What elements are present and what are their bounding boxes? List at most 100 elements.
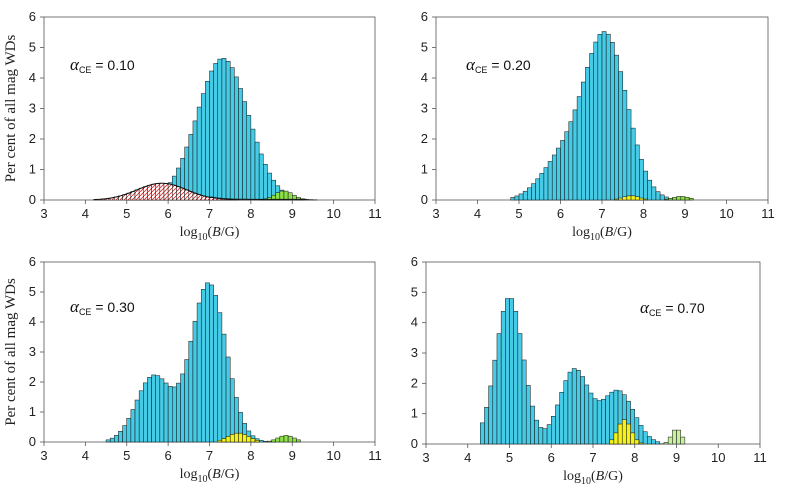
bar-main [201,289,205,442]
bar-main [501,311,505,444]
bar-main [480,423,484,444]
bar-main [118,431,122,442]
bar-main [230,68,234,200]
bar-main [619,72,623,200]
bar-yellow [218,440,222,442]
bar-main [238,88,242,200]
bar-yellow [619,198,623,200]
bar-main [511,197,515,200]
y-tick-label: 0 [421,192,428,207]
bar-main [489,386,493,444]
x-tick-label: 7 [598,206,605,221]
bar-yellow [644,199,648,200]
bar-main [135,400,139,442]
bar-main [536,179,540,200]
bar-yellow [635,440,639,444]
bar-main [222,58,226,200]
bar-main [147,377,151,442]
bar-main [573,110,577,200]
bar-hatched [168,184,172,200]
bar-main [593,399,597,444]
bar-main [523,191,527,200]
bar-main [585,385,589,444]
bar-yellow [238,433,242,442]
bar-yellow [226,437,230,442]
bar-main [160,379,164,442]
bar-yellow [247,437,251,442]
x-axis-label: log10(B/G) [563,469,623,487]
bar-yellow [230,434,234,442]
bar-hatched [172,185,176,200]
x-tick-label: 9 [673,450,680,465]
bar-green [685,197,689,200]
x-tick-label: 7 [589,450,596,465]
bar-main [234,77,238,200]
bar-main [526,385,530,444]
bar-main [164,383,168,442]
bar-yellow [631,196,635,200]
bar-green [284,191,288,200]
y-tick-label: 3 [421,101,428,116]
bar-main [505,299,509,444]
bar-main [556,148,560,200]
bar-main [594,42,598,200]
x-tick-label: 6 [557,206,564,221]
bar-yellow [623,197,627,200]
bar-main [631,128,635,200]
bar-green [689,198,693,200]
bar-green [284,435,288,442]
bar-main [635,145,639,200]
bar-main [643,432,647,444]
y-tick-label: 5 [29,40,36,55]
y-tick-label: 3 [29,344,36,359]
bar-hatched [152,184,156,200]
y-tick-label: 6 [411,254,418,269]
x-tick-label: 10 [326,206,340,221]
bar-green [664,199,668,200]
bar-main [610,392,614,444]
bar-main [243,102,247,200]
x-tick-label: 4 [82,206,89,221]
bar-main [651,440,655,444]
bar-main [552,155,556,200]
bar-green [296,440,300,442]
bar-hatched [210,198,214,200]
bar-main [639,425,643,444]
bar-main [181,374,185,442]
bar-lightgreen [664,442,668,444]
bar-main [201,94,205,200]
y-tick-label: 5 [411,284,418,299]
y-tick-label: 2 [29,131,36,146]
bar-hatched [185,190,189,200]
x-tick-label: 3 [40,206,47,221]
bar-main [189,341,193,442]
x-tick-label: 5 [123,206,130,221]
bar-yellow [626,424,630,444]
bar-main [197,107,201,200]
bar-main [555,405,559,444]
bar-main [547,425,551,444]
bar-main [598,34,602,200]
x-tick-label: 11 [761,206,775,221]
bar-main [548,161,552,200]
y-tick-label: 6 [421,9,428,24]
alpha-ce-annotation: αCE = 0.20 [466,55,531,75]
x-tick-label: 3 [432,206,439,221]
bar-main [606,34,610,200]
bar-main [623,90,627,200]
y-tick-label: 6 [29,254,36,269]
bar-hatched [218,199,222,200]
bar-main [197,303,201,442]
bar-main [205,81,209,200]
y-tick-label: 5 [29,284,36,299]
y-tick-label: 1 [421,162,428,177]
y-tick-label: 4 [411,315,418,330]
bar-green [272,440,276,442]
bar-main [143,383,147,442]
y-tick-label: 4 [29,70,36,85]
bar-hatched [222,199,226,200]
x-tick-label: 11 [368,448,382,463]
